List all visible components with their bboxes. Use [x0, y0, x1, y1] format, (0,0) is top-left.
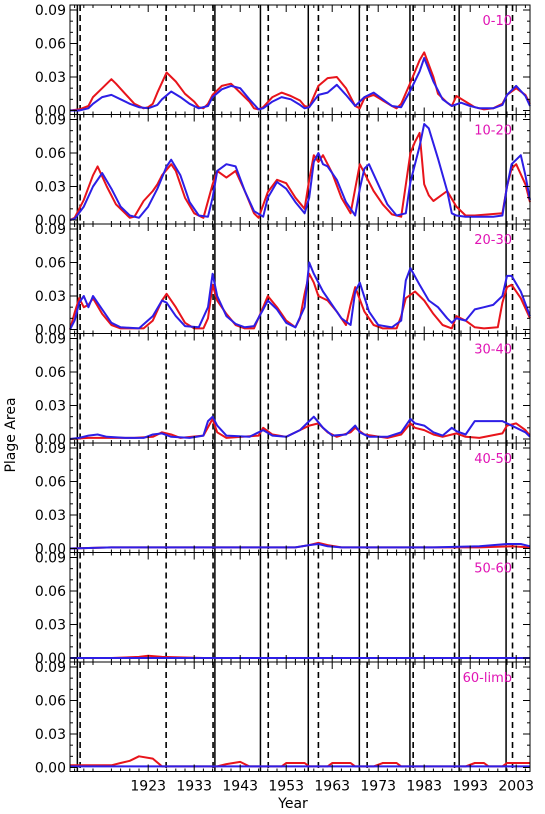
y-tick-label: 0.06	[35, 694, 66, 710]
red-series-line	[70, 755, 530, 768]
y-tick-label: 0.03	[35, 399, 66, 415]
panel-label: 20-30	[474, 233, 512, 248]
panel-frame	[69, 552, 531, 663]
y-tick-label: 0.09	[35, 660, 66, 676]
y-tick-label: 0.09	[35, 222, 66, 238]
y-tick-label: 0.09	[35, 113, 66, 129]
panel-label: 30-40	[474, 343, 512, 358]
y-tick-label: 0.06	[35, 146, 66, 162]
panel-label: 0-10	[482, 14, 512, 29]
panel-0-10: 0.00 0.03 0.06 0.09 0-10	[35, 3, 531, 120]
panel-10-20: 0.00 0.03 0.06 0.09 10-20	[35, 113, 531, 229]
blue-series-line	[70, 57, 531, 112]
panel-frame	[69, 333, 531, 444]
x-tick-label: 1943	[222, 779, 258, 795]
y-tick-label: 0.00	[35, 761, 66, 777]
panel-label: 60-limb	[463, 671, 512, 686]
blue-series-line	[69, 543, 531, 550]
panel-label: 10-20	[474, 124, 512, 139]
y-tick-label: 0.06	[35, 584, 66, 600]
blue-series-line	[69, 415, 531, 440]
x-tick-label: 1953	[268, 779, 304, 795]
y-tick-label: 0.09	[35, 441, 66, 457]
panels-group: 0.00 0.03 0.06 0.09 0-10 0.00 0.03 0.06 0.09 10-2…	[35, 3, 531, 777]
y-tick-label: 0.03	[35, 727, 66, 743]
y-tick-label: 0.00	[35, 432, 66, 448]
x-tick-label: 1923	[130, 779, 166, 795]
blue-series-line	[69, 123, 531, 221]
x-tick-label: 1983	[406, 779, 442, 795]
red-series-line	[69, 131, 531, 221]
y-tick-label: 0.09	[35, 551, 66, 567]
panel-40-50: 0.00 0.03 0.06 0.09 40-50	[35, 441, 531, 558]
y-tick-label: 0.00	[35, 651, 66, 667]
y-tick-label: 0.03	[35, 508, 66, 524]
panel-frame	[69, 442, 531, 553]
panel-20-30: 0.00 0.03 0.06 0.09 20-30	[35, 222, 531, 339]
y-tick-label: 0.09	[35, 332, 66, 348]
y-tick-label: 0.06	[35, 37, 66, 53]
x-tick-label: 1993	[452, 779, 488, 795]
x-axis-title: Year	[277, 796, 308, 812]
red-series-line	[69, 272, 531, 330]
y-tick-label: 0.06	[35, 365, 66, 381]
y-tick-label: 0.00	[35, 213, 66, 229]
panel-label: 50-60	[474, 562, 512, 577]
x-tick-label: 2003	[498, 779, 534, 795]
y-tick-label: 0.06	[35, 475, 66, 491]
panel-label: 40-50	[474, 452, 512, 467]
y-axis-title: Plage Area	[3, 397, 19, 472]
y-tick-label: 0.09	[35, 3, 66, 19]
panel-frame	[69, 661, 531, 772]
x-tick-labels: 1923 1933 1943 1953 1963 1973 1983 1993 2003	[130, 779, 534, 795]
y-tick-label: 0.00	[35, 323, 66, 339]
blue-series-line	[69, 261, 531, 330]
y-tick-label: 0.03	[35, 180, 66, 196]
panel-30-40: 0.00 0.03 0.06 0.09 30-40	[35, 332, 531, 448]
y-tick-label: 0.00	[35, 104, 66, 120]
x-tick-label: 1973	[360, 779, 396, 795]
y-tick-label: 0.03	[35, 70, 66, 86]
y-tick-label: 0.03	[35, 618, 66, 634]
y-tick-label: 0.00	[35, 542, 66, 558]
panel-50-60: 0.00 0.03 0.06 0.09 50-60	[35, 551, 531, 667]
y-tick-label: 0.06	[35, 256, 66, 272]
y-tick-label: 0.03	[35, 289, 66, 305]
x-tick-label: 1933	[176, 779, 212, 795]
panel-60-limb: 0.00 0.03 0.06 0.09 60-limb	[35, 660, 531, 777]
x-tick-label: 1963	[314, 779, 350, 795]
